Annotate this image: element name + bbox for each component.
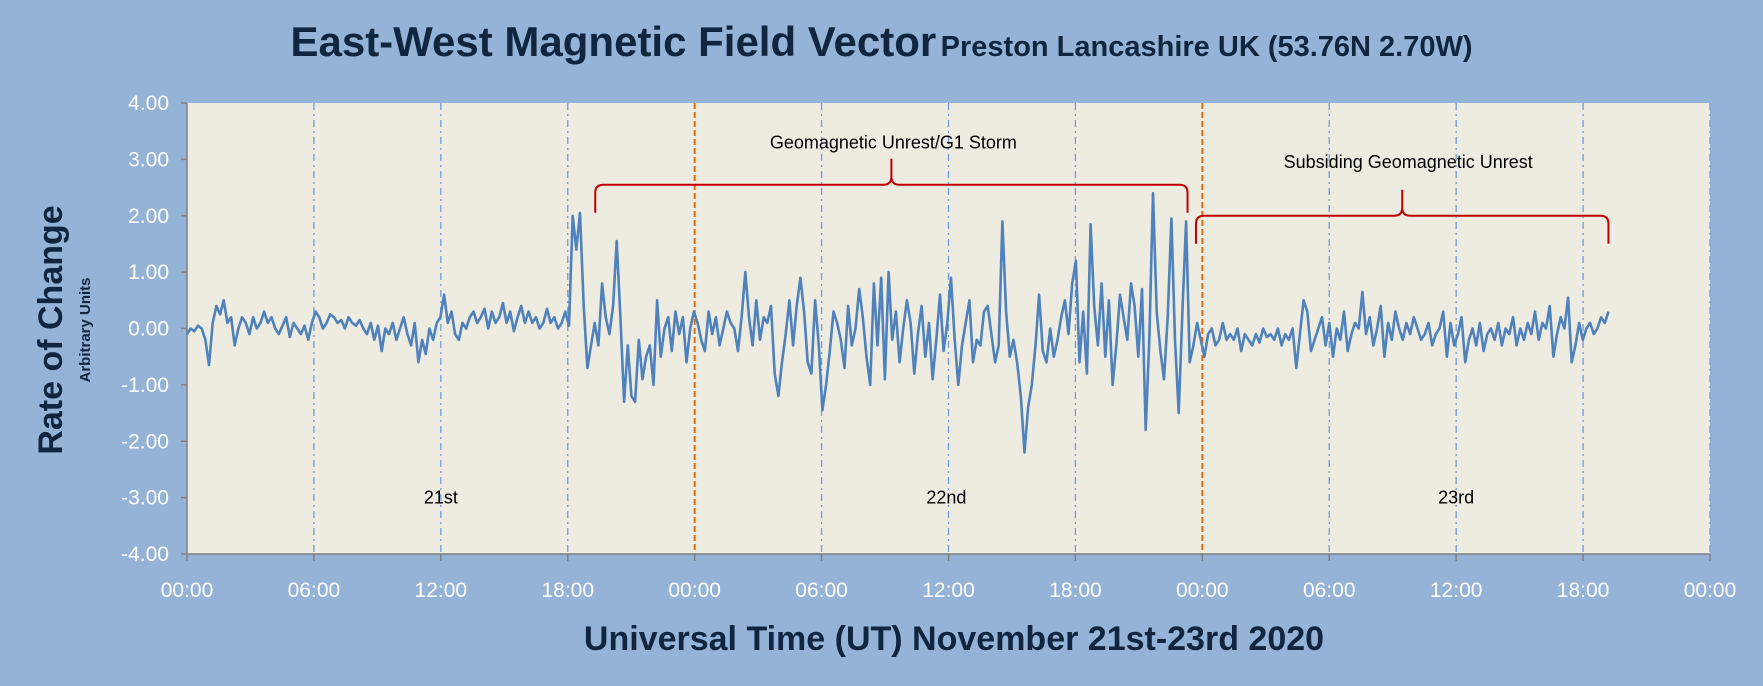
chart-title: East-West Magnetic Field Vector: [290, 18, 937, 65]
chart-subtitle: Preston Lancashire UK (53.76N 2.70W): [940, 31, 1473, 63]
y-tick-label: -4.00: [121, 543, 169, 566]
x-tick-label: 06:00: [795, 579, 848, 602]
x-tick-label: 12:00: [415, 579, 468, 602]
y-tick-label: 0.00: [128, 318, 169, 341]
y-tick-label: 2.00: [128, 205, 169, 228]
annotation-layer: 21st 22nd 23rd Geomagnetic Unrest/G1 Storm S…: [424, 132, 1610, 508]
day-label: 23rd: [1438, 488, 1474, 508]
chart-title-row: East-West Magnetic Field Vector Preston …: [0, 18, 1763, 66]
y-tick-label: 4.00: [128, 92, 169, 115]
x-tick-label: 06:00: [1303, 579, 1356, 602]
x-tick-label: 18:00: [1557, 579, 1610, 602]
x-tick-label: 12:00: [922, 579, 975, 602]
axes-layer: 4.00 3.00 2.00 1.00 0.00 -1.00 -2.00 -3.00 -4.00…: [121, 92, 1736, 602]
x-tick-label: 00:00: [161, 579, 214, 602]
x-tick-label: 00:00: [668, 579, 721, 602]
label-layer: Rate of Change Arbitrary Units Universal…: [32, 205, 1324, 658]
day-label: 21st: [424, 488, 458, 508]
y-axis-subtitle: Arbitrary Units: [77, 277, 94, 382]
y-tick-label: -1.00: [121, 374, 169, 397]
y-tick-label: 1.00: [128, 261, 169, 284]
y-axis-title: Rate of Change: [32, 205, 70, 454]
x-tick-label: 18:00: [1049, 579, 1102, 602]
x-tick-label: 18:00: [541, 579, 594, 602]
x-tick-label: 00:00: [1684, 579, 1737, 602]
x-tick-label: 06:00: [288, 579, 341, 602]
y-tick-label: -2.00: [121, 430, 169, 453]
annotation-text: Subsiding Geomagnetic Unrest: [1284, 152, 1533, 172]
annotation-text: Geomagnetic Unrest/G1 Storm: [770, 132, 1017, 152]
y-tick-label: -3.00: [121, 487, 169, 510]
x-tick-label: 00:00: [1176, 579, 1229, 602]
y-tick-label: 3.00: [128, 148, 169, 171]
annotation-bracket: [1194, 189, 1610, 244]
x-axis-title: Universal Time (UT) November 21st-23rd 2…: [584, 620, 1324, 658]
x-tick-label: 12:00: [1430, 579, 1483, 602]
annotation-bracket: [594, 158, 1189, 213]
series-layer: [185, 191, 1610, 454]
day-label: 22nd: [926, 488, 966, 508]
series-line: [185, 191, 1610, 454]
day-divider-layer: [693, 103, 1204, 554]
